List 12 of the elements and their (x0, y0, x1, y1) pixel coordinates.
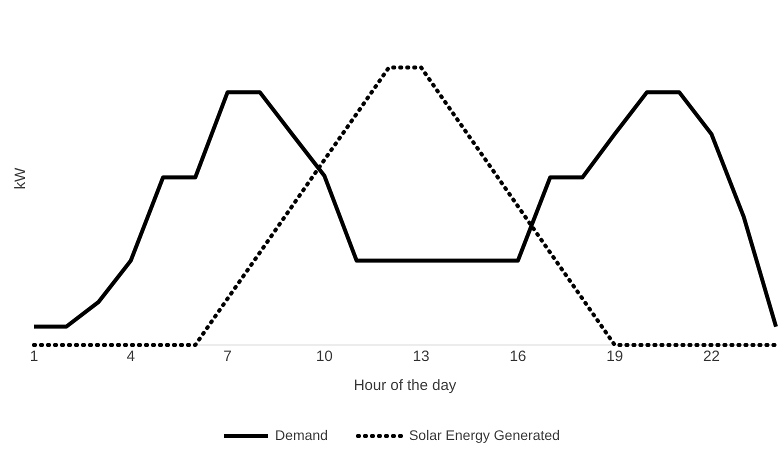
x-tick-label: 4 (126, 348, 135, 366)
legend-label: Solar Energy Generated (408, 426, 560, 443)
legend-label: Demand (275, 426, 328, 443)
x-tick-label: 19 (606, 348, 624, 366)
x-tick-label: 16 (510, 348, 526, 366)
x-tick-label: 10 (316, 348, 333, 366)
x-tick-label: 22 (703, 348, 720, 366)
x-tick-label: 1 (30, 348, 38, 366)
x-axis-title: Hour of the day (354, 377, 457, 394)
x-tick-label: 13 (412, 348, 430, 366)
y-axis-title: kW (12, 166, 30, 190)
x-tick-label: 7 (223, 348, 232, 366)
